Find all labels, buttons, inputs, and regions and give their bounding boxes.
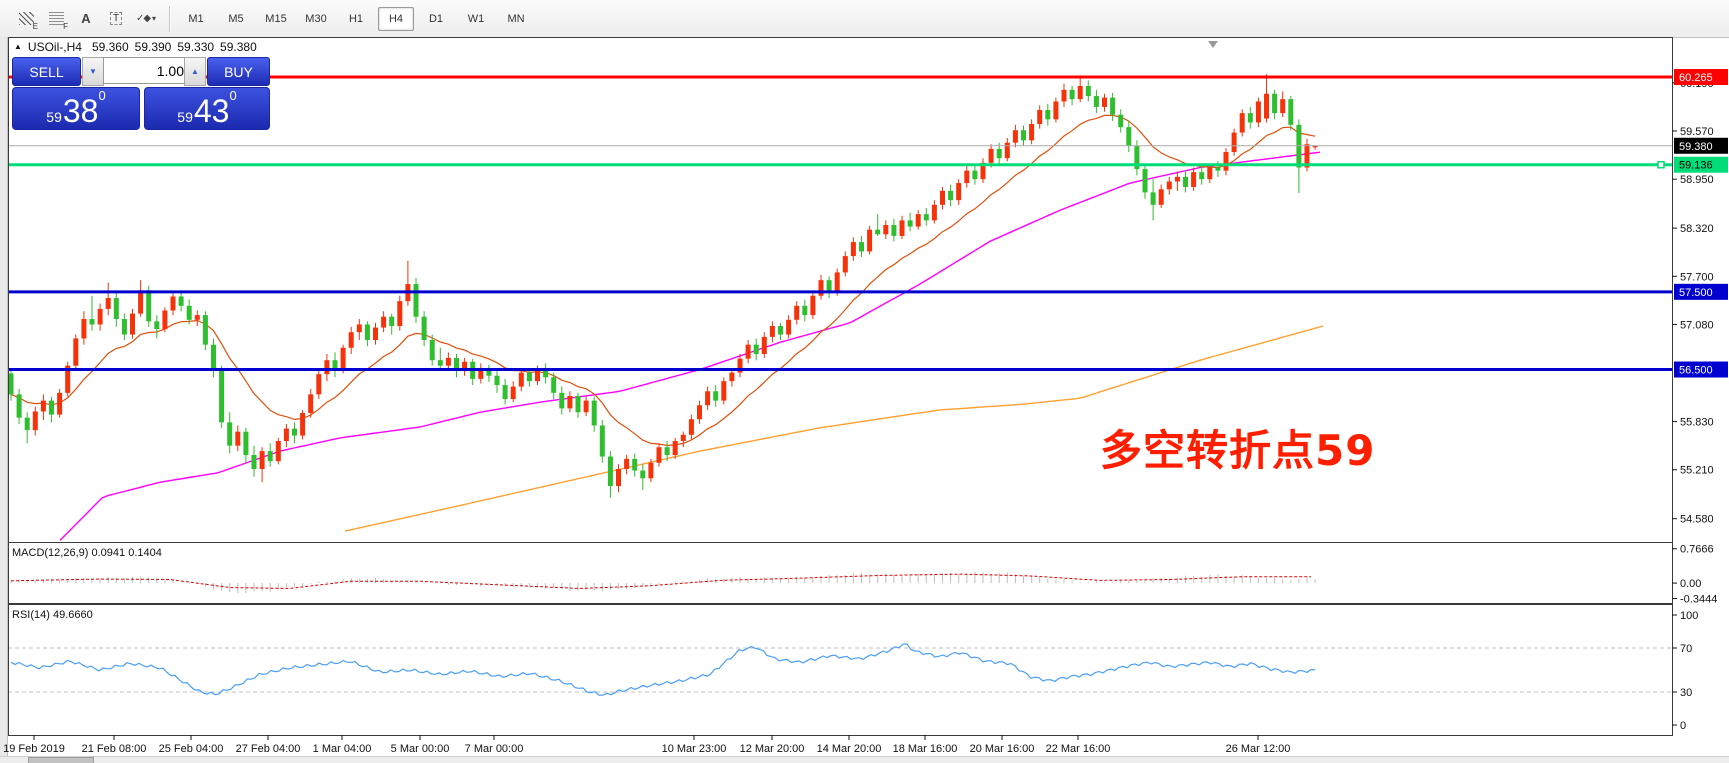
macd-tick-label: 0.00 bbox=[1680, 578, 1701, 590]
ohlc-high: 59.390 bbox=[134, 40, 172, 54]
text-tool-letter: A bbox=[81, 11, 91, 26]
toolbar: E F A T ✓◆ ▾ M1 M5 M15 M30 H1 H4 D1 W1 MN bbox=[0, 0, 1729, 38]
price-tick-label: 57.700 bbox=[1680, 271, 1714, 283]
rsi-tick-label: 70 bbox=[1680, 643, 1692, 655]
fibonacci-letter: F bbox=[63, 21, 68, 31]
price-level-badge: 59.380 bbox=[1679, 141, 1713, 153]
toolbar-separator bbox=[169, 5, 170, 32]
time-axis-label: 27 Feb 04:00 bbox=[236, 743, 301, 755]
timeframe-button-mn[interactable]: MN bbox=[507, 12, 525, 25]
macd-label: MACD(12,26,9) 0.0941 0.1404 bbox=[12, 547, 162, 559]
volume-increase-button[interactable]: ▲ bbox=[184, 57, 206, 86]
fibonacci-lines-glyph bbox=[48, 12, 64, 25]
rsi-label: RSI(14) 49.6660 bbox=[12, 609, 93, 621]
timeframe-button-h1[interactable]: H1 bbox=[348, 12, 364, 25]
sell-price-digits: 38 bbox=[62, 93, 99, 129]
one-click-trade-panel: SELL ▼ ▲ BUY 59 38 0 59 43 0 bbox=[12, 57, 270, 130]
time-axis-label: 25 Feb 04:00 bbox=[159, 743, 224, 755]
channel-letter: E bbox=[32, 21, 38, 31]
timeframe-button-group: M1 M5 M15 M30 H1 H4 D1 W1 MN bbox=[176, 6, 536, 31]
sell-button[interactable]: SELL bbox=[12, 57, 81, 86]
time-axis-label: 19 Feb 2019 bbox=[3, 743, 65, 755]
text-label-tool-icon[interactable]: T bbox=[102, 6, 130, 32]
price-level-badge: 60.265 bbox=[1679, 72, 1713, 84]
sell-price-pip: 0 bbox=[98, 88, 106, 103]
equidistant-channel-tool-icon[interactable]: E bbox=[12, 6, 40, 32]
price-tick-label: 55.210 bbox=[1680, 465, 1714, 477]
timeframe-button-m5[interactable]: M5 bbox=[228, 12, 244, 25]
timeframe-button-h4[interactable]: H4 bbox=[378, 6, 414, 31]
collapse-panel-icon[interactable]: ▲ bbox=[14, 41, 22, 51]
time-axis-label: 18 Mar 16:00 bbox=[893, 743, 958, 755]
ohlc-low: 59.330 bbox=[177, 40, 215, 54]
timeframe-button-m1[interactable]: M1 bbox=[188, 12, 204, 25]
text-tool-icon[interactable]: A bbox=[72, 6, 100, 32]
left-gutter bbox=[0, 37, 8, 756]
dropdown-caret-icon: ▾ bbox=[152, 14, 157, 23]
time-axis-label: 12 Mar 20:00 bbox=[740, 743, 805, 755]
rsi-tick-label: 0 bbox=[1680, 720, 1686, 732]
ohlc-open: 59.360 bbox=[91, 40, 129, 54]
price-tick-label: 57.080 bbox=[1680, 319, 1714, 331]
timeframe-button-m15[interactable]: M15 bbox=[265, 12, 287, 25]
time-axis[interactable] bbox=[8, 735, 1672, 757]
buy-price-prefix: 59 bbox=[177, 109, 193, 125]
price-tick-label: 55.830 bbox=[1680, 417, 1714, 429]
timeframe-button-m30[interactable]: M30 bbox=[305, 12, 327, 25]
rsi-tick-label: 30 bbox=[1680, 687, 1692, 699]
price-tick-label: 54.580 bbox=[1680, 514, 1714, 526]
price-tick-label: 58.320 bbox=[1680, 223, 1714, 235]
ohlc-close: 59.380 bbox=[220, 40, 257, 54]
macd-tick-label: 0.7666 bbox=[1680, 544, 1714, 556]
sell-price-quote[interactable]: 59 38 0 bbox=[12, 87, 140, 130]
price-level-badge: 57.500 bbox=[1679, 287, 1713, 299]
price-tick-label: 59.570 bbox=[1680, 126, 1714, 138]
buy-button[interactable]: BUY bbox=[207, 57, 270, 86]
timeframe-button-w1[interactable]: W1 bbox=[467, 12, 485, 25]
time-axis-label: 7 Mar 00:00 bbox=[465, 743, 524, 755]
sell-price-prefix: 59 bbox=[46, 109, 62, 125]
time-axis-label: 14 Mar 20:00 bbox=[817, 743, 882, 755]
buy-price-pip: 0 bbox=[229, 88, 237, 103]
symbol-name: USOil-,H4 bbox=[27, 40, 82, 54]
arrow-shapes-glyph: ✓◆ bbox=[135, 13, 151, 24]
buy-price-digits: 43 bbox=[193, 93, 230, 129]
price-tick-label: 58.950 bbox=[1680, 174, 1714, 186]
timeframe-button-d1[interactable]: D1 bbox=[428, 12, 444, 25]
time-axis-label: 1 Mar 04:00 bbox=[313, 743, 372, 755]
time-axis-label: 20 Mar 16:00 bbox=[970, 743, 1035, 755]
price-axis[interactable] bbox=[1672, 37, 1729, 737]
text-label-letter: T bbox=[109, 12, 123, 25]
horizontal-scrollbar-thumb[interactable] bbox=[28, 757, 94, 763]
volume-input[interactable] bbox=[103, 57, 190, 84]
chart-annotation-text: 多空转折点59 bbox=[1100, 426, 1376, 475]
arrow-objects-tool-icon[interactable]: ✓◆ ▾ bbox=[132, 6, 160, 32]
buy-price-quote[interactable]: 59 43 0 bbox=[144, 87, 270, 130]
fibonacci-tool-icon[interactable]: F bbox=[42, 6, 70, 32]
price-level-badge: 59.136 bbox=[1679, 160, 1713, 172]
time-axis-label: 21 Feb 08:00 bbox=[82, 743, 147, 755]
time-axis-label: 26 Mar 12:00 bbox=[1226, 743, 1291, 755]
rsi-tick-label: 100 bbox=[1680, 610, 1698, 622]
volume-decrease-button[interactable]: ▼ bbox=[82, 57, 104, 86]
time-axis-label: 5 Mar 00:00 bbox=[391, 743, 450, 755]
bottom-strip bbox=[0, 756, 1729, 763]
time-axis-label: 22 Mar 16:00 bbox=[1046, 743, 1111, 755]
macd-tick-label: -0.3444 bbox=[1680, 594, 1717, 606]
price-level-badge: 56.500 bbox=[1679, 365, 1713, 377]
time-axis-label: 10 Mar 23:00 bbox=[662, 743, 727, 755]
channel-hatch-glyph bbox=[18, 12, 34, 25]
symbol-header: ▲ USOil-,H4 59.360 59.390 59.330 59.380 bbox=[14, 40, 257, 54]
